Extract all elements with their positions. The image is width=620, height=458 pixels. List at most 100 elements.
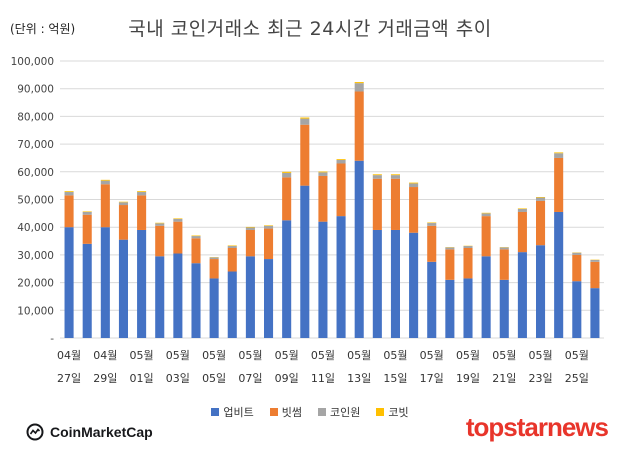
bar-segment — [282, 172, 292, 178]
bar-segment — [245, 227, 255, 230]
bar-segment — [64, 227, 74, 338]
y-tick-label: 60,000 — [17, 167, 54, 179]
bar-segment — [209, 257, 219, 260]
y-tick-label: - — [50, 333, 54, 345]
legend-swatch — [318, 408, 326, 416]
x-tick-label: 17일 — [420, 371, 444, 385]
bar-segment — [427, 222, 437, 224]
bar-segment — [118, 239, 128, 338]
bar-segment — [155, 222, 165, 224]
x-tick-label: 25일 — [565, 371, 589, 385]
legend-label: 업비트 — [223, 406, 254, 419]
bar-segment — [481, 216, 491, 257]
bar-segment — [245, 226, 255, 228]
x-tick-label: 07일 — [238, 371, 262, 385]
bar-segment — [390, 229, 400, 338]
x-tick-label: 11일 — [311, 371, 335, 385]
bar-segment — [517, 252, 527, 338]
x-tick-label: 05월 — [420, 349, 444, 362]
legend-item-korbit: 코빗 — [376, 404, 409, 420]
chart-title: 국내 코인거래소 최근 24시간 거래금액 추이 — [128, 18, 492, 40]
bar-segment — [282, 171, 292, 173]
bar-segment — [445, 247, 455, 250]
bar-segment — [536, 197, 546, 201]
bar-segment — [445, 249, 455, 280]
bar-segment — [209, 259, 219, 279]
coinmarketcap-brand: CoinMarketCap — [26, 423, 153, 441]
bar-segment — [64, 191, 74, 193]
y-tick-label: 100,000 — [11, 56, 54, 68]
bar-segment — [481, 213, 491, 217]
bar-segment — [336, 163, 346, 217]
bar-segment — [173, 218, 183, 219]
x-tick-label: 05월 — [166, 349, 190, 362]
x-tick-label: 05월 — [383, 349, 407, 362]
x-tick-label: 05월 — [456, 349, 480, 362]
x-tick-label: 29일 — [93, 371, 117, 385]
bar-segment — [390, 174, 400, 176]
legend-swatch — [211, 408, 220, 416]
bar-segment — [427, 225, 437, 262]
bar-segment — [354, 160, 364, 338]
bar-segment — [155, 256, 165, 338]
bar-segment — [82, 211, 92, 215]
x-tick-label: 19일 — [456, 371, 480, 385]
bar-segment — [245, 229, 255, 257]
bar-segment — [372, 229, 382, 338]
x-tick-label: 04월 — [93, 349, 117, 362]
bar-segment — [372, 174, 382, 176]
x-tick-label: 13일 — [347, 371, 371, 385]
bar-segment — [409, 187, 419, 233]
bar-segment — [245, 256, 255, 338]
x-tick-label: 21일 — [492, 371, 516, 385]
bar-segment — [463, 246, 473, 248]
bar-segment — [264, 228, 274, 260]
bar-segment — [173, 253, 183, 338]
bar-segment — [264, 225, 274, 226]
bar-segment — [64, 192, 74, 196]
coinmarketcap-logo-icon — [26, 423, 44, 441]
bar-segment — [463, 247, 473, 279]
bar-segment — [336, 159, 346, 160]
bar-segment — [409, 183, 419, 188]
bar-segment — [191, 235, 201, 237]
x-tick-label: 05일 — [202, 371, 226, 385]
bar-segment — [173, 218, 183, 222]
bar-segment — [82, 211, 92, 212]
bar-segment — [227, 246, 237, 248]
x-tick-label: 09일 — [275, 371, 299, 385]
bar-segment — [354, 82, 364, 84]
coinmarketcap-text: CoinMarketCap — [50, 424, 153, 440]
legend-item-bithumb: 빗썸 — [269, 404, 302, 420]
bar-segment — [100, 184, 110, 228]
bar-segment — [354, 91, 364, 161]
bar-segment — [227, 245, 237, 247]
bar-segment — [300, 124, 310, 186]
x-tick-label: 03일 — [166, 371, 190, 385]
bar-segment — [191, 263, 201, 338]
bar-segment — [336, 159, 346, 164]
x-tick-label: 05월 — [238, 349, 262, 362]
x-tick-label: 27일 — [57, 371, 81, 385]
y-tick-label: 40,000 — [17, 222, 54, 234]
x-tick-label: 01일 — [130, 371, 154, 385]
legend-label: 코인원 — [330, 406, 361, 419]
bar-segment — [481, 256, 491, 338]
bar-segment — [572, 254, 582, 282]
bar-segment — [137, 192, 147, 196]
legend-swatch — [269, 408, 278, 416]
legend-item-coinone: 코인원 — [318, 404, 360, 420]
bar-segment — [82, 214, 92, 244]
bar-segment — [409, 232, 419, 338]
x-tick-label: 05월 — [528, 349, 552, 362]
bar-segment — [137, 191, 147, 193]
unit-label: (단위 : 억원) — [10, 22, 76, 36]
bar-segment — [572, 281, 582, 338]
bar-segment — [282, 220, 292, 338]
bar-segment — [318, 221, 328, 338]
bar-segment — [318, 175, 328, 222]
bar-segment — [264, 259, 274, 338]
bar-segment — [227, 271, 237, 338]
bar-segment — [336, 216, 346, 338]
bar-segment — [536, 197, 546, 198]
